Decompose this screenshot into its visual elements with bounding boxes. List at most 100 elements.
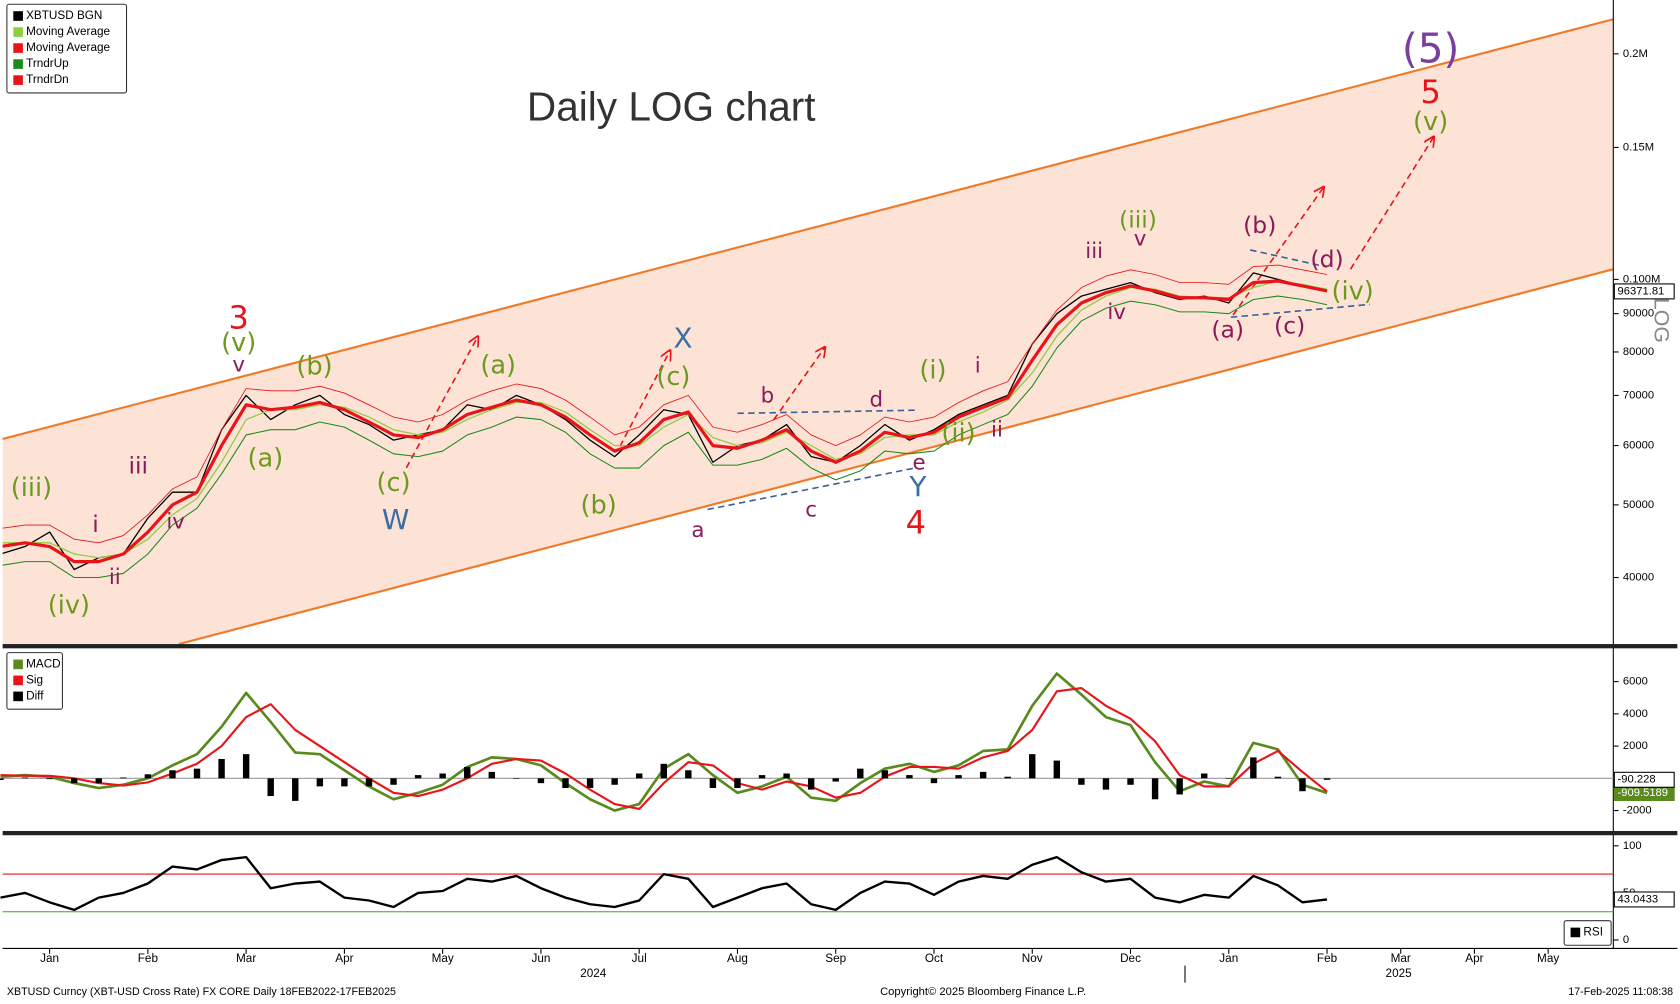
histogram-bar [464, 767, 471, 779]
histogram-bar [0, 778, 4, 780]
wave-label: ii [991, 417, 1003, 442]
x-tick-label: Sep [825, 952, 846, 965]
wave-label: iv [1107, 300, 1126, 325]
legend-label: Sig [26, 673, 43, 686]
wave-label: b [761, 383, 775, 408]
histogram-bar [807, 778, 815, 790]
y-tick-label: 0.15M [1623, 141, 1654, 153]
legend-label: XBTUSD BGN [26, 9, 102, 22]
x-tick-label: Nov [1022, 952, 1043, 965]
legend-label: MACD [26, 657, 61, 670]
panel-divider [2, 830, 1678, 836]
histogram-bar [1053, 760, 1061, 779]
y-tick-label: 70000 [1623, 389, 1654, 401]
x-tick-label: Feb [138, 952, 159, 965]
y-tick-label: 40000 [1623, 571, 1654, 583]
legend-label: TrndrDn [26, 73, 69, 86]
histogram-bar [488, 771, 496, 779]
series-line [2, 279, 1328, 564]
wave-label: (b) [580, 490, 616, 520]
legend-label: Diff [26, 689, 44, 702]
footer-right: 17-Feb-2025 11:08:38 [1568, 986, 1673, 998]
histogram-bar [1250, 757, 1257, 779]
histogram-bar [1004, 776, 1011, 779]
histogram-bar [660, 763, 667, 779]
y-tick-label: -2000 [1623, 805, 1652, 817]
histogram-bar [1078, 778, 1085, 785]
wave-label: iv [166, 509, 185, 534]
y-tick-label: 80000 [1623, 346, 1654, 358]
histogram-bar [562, 778, 569, 788]
trendline [707, 467, 916, 511]
histogram-bar [316, 778, 324, 787]
chart-title: Daily LOG chart [527, 84, 816, 130]
wave-label: ii [109, 565, 121, 590]
series-line [2, 280, 1328, 559]
projection-arrow [773, 347, 825, 421]
histogram-bar [857, 768, 864, 779]
wave-label: v [232, 352, 245, 377]
legend-label: RSI [1583, 926, 1603, 939]
legend-box [6, 3, 128, 94]
wave-label: d [870, 388, 884, 413]
wave-label: c [805, 498, 817, 523]
legend-swatch [13, 11, 23, 21]
histogram-bar [611, 778, 618, 785]
histogram-bar [120, 777, 127, 779]
footer-left: XBTUSD Curncy (XBT-USD Cross Rate) FX CO… [7, 986, 396, 998]
x-tick-label: Aug [727, 952, 748, 965]
histogram-bar [1102, 778, 1110, 790]
series-line [0, 855, 1328, 912]
histogram-bar [783, 773, 790, 779]
histogram-bar [242, 754, 250, 779]
channel-fill [2, 19, 1614, 645]
y-tick-label: 60000 [1623, 440, 1654, 452]
x-tick-label: Jan [1219, 952, 1238, 965]
legend-label: TrndrUp [26, 57, 69, 70]
histogram-bar [906, 775, 913, 779]
wave-label: (c) [376, 468, 410, 498]
panel-divider [2, 644, 1678, 649]
projection-arrow [405, 336, 478, 469]
y-tick-label: 4000 [1623, 708, 1648, 720]
wave-label: (iv) [48, 591, 90, 621]
y-axis-label: LOG [1650, 298, 1674, 343]
y-tick-label: 90000 [1623, 308, 1654, 320]
y-tick-label: 100 [1623, 840, 1642, 852]
channel [2, 18, 1614, 645]
histogram-bar [1176, 778, 1183, 795]
histogram-bar [734, 778, 741, 788]
histogram-bar [341, 778, 348, 787]
y-tick-label: 0.100M [1623, 273, 1660, 285]
last-value-label: 96371.81 [1618, 285, 1665, 297]
trendline [1249, 249, 1328, 268]
wave-label: (c) [656, 362, 690, 392]
y-tick-label: 2000 [1623, 740, 1648, 752]
wave-label: (v) [1413, 107, 1448, 137]
histogram-bar [758, 775, 766, 779]
series-line [2, 295, 1328, 579]
histogram-bar [193, 768, 201, 779]
histogram-bar [365, 778, 373, 787]
histogram-bar [1127, 778, 1134, 785]
wave-label: v [1134, 226, 1147, 251]
legend-box [1563, 920, 1612, 946]
x-tick-label: Oct [925, 952, 944, 965]
series-line [2, 264, 1328, 544]
histogram-bar [1299, 778, 1306, 792]
year-label: 2024 [580, 967, 607, 980]
wave-label: (iii) [11, 473, 52, 503]
series-group [0, 672, 1331, 812]
histogram-bar [414, 775, 422, 779]
trendlines [405, 137, 1433, 511]
last-value-label: -90.228 [1618, 774, 1656, 786]
histogram-bar [1201, 773, 1208, 779]
legend-swatch [13, 27, 23, 37]
legend-swatch [13, 659, 23, 670]
wave-label: a [691, 518, 704, 543]
wave-label: (i) [919, 356, 946, 386]
wave-label: W [382, 503, 409, 536]
legend-swatch [13, 59, 23, 69]
histogram-bar [46, 778, 53, 780]
histogram-bar [1274, 776, 1282, 779]
